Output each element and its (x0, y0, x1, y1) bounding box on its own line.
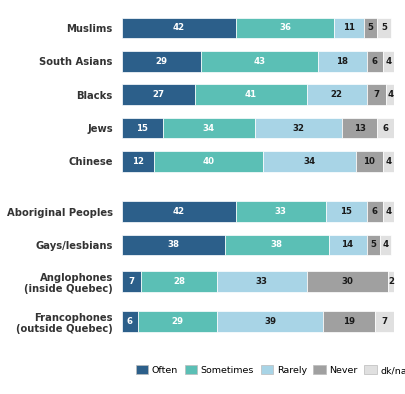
Text: 38: 38 (270, 240, 282, 249)
Text: 36: 36 (278, 23, 290, 32)
Text: 4: 4 (382, 240, 388, 249)
Text: 32: 32 (292, 124, 304, 132)
Bar (306, 271, 388, 292)
Bar (217, 271, 306, 292)
Text: 4: 4 (384, 157, 390, 166)
Bar (122, 18, 235, 38)
Text: 15: 15 (136, 124, 148, 132)
Text: 15: 15 (339, 207, 351, 216)
Bar (382, 51, 393, 72)
Bar (374, 311, 393, 332)
Bar (333, 18, 363, 38)
Bar (122, 51, 200, 72)
Bar (322, 311, 374, 332)
Bar (366, 234, 379, 255)
Text: 22: 22 (330, 90, 342, 99)
Text: 33: 33 (274, 207, 286, 216)
Bar (254, 118, 341, 138)
Bar (225, 234, 328, 255)
Text: 5: 5 (367, 23, 373, 32)
Bar (122, 118, 162, 138)
Text: 29: 29 (155, 57, 167, 66)
Bar (122, 151, 154, 172)
Bar (162, 118, 254, 138)
Text: 39: 39 (263, 317, 275, 326)
Bar (217, 311, 322, 332)
Text: 2: 2 (387, 277, 393, 286)
Text: 42: 42 (173, 207, 185, 216)
Bar (200, 51, 317, 72)
Text: 41: 41 (244, 90, 256, 99)
Text: 29: 29 (171, 317, 183, 326)
Bar (306, 84, 366, 105)
Bar (377, 18, 390, 38)
Text: 7: 7 (372, 90, 378, 99)
Bar (235, 18, 333, 38)
Bar (385, 84, 396, 105)
Bar (382, 201, 393, 222)
Text: 30: 30 (341, 277, 353, 286)
Bar (195, 84, 306, 105)
Text: 10: 10 (362, 157, 374, 166)
Bar (154, 151, 262, 172)
Text: 43: 43 (252, 57, 264, 66)
Bar (138, 311, 217, 332)
Bar (366, 84, 385, 105)
Text: 34: 34 (202, 124, 214, 132)
Bar (235, 201, 325, 222)
Bar (122, 271, 141, 292)
Text: 18: 18 (335, 57, 347, 66)
Bar (262, 151, 355, 172)
Bar (122, 234, 225, 255)
Bar (317, 51, 366, 72)
Bar (122, 84, 195, 105)
Bar (388, 271, 393, 292)
Bar (141, 271, 217, 292)
Text: 28: 28 (173, 277, 184, 286)
Text: 6: 6 (371, 57, 377, 66)
Text: 5: 5 (370, 240, 375, 249)
Bar (366, 51, 382, 72)
Text: 7: 7 (128, 277, 134, 286)
Text: 38: 38 (167, 240, 179, 249)
Legend: Often, Sometimes, Rarely, Never, dk/na: Often, Sometimes, Rarely, Never, dk/na (132, 362, 405, 379)
Text: 4: 4 (387, 90, 393, 99)
Bar (122, 201, 235, 222)
Text: 6: 6 (371, 207, 377, 216)
Text: 12: 12 (132, 157, 144, 166)
Text: 4: 4 (384, 57, 390, 66)
Text: 11: 11 (342, 23, 354, 32)
Text: 33: 33 (255, 277, 267, 286)
Text: 4: 4 (384, 207, 390, 216)
Text: 6: 6 (382, 124, 388, 132)
Text: 34: 34 (303, 157, 315, 166)
Text: 5: 5 (380, 23, 386, 32)
Text: 14: 14 (341, 240, 353, 249)
Bar (382, 151, 393, 172)
Bar (355, 151, 382, 172)
Text: 6: 6 (127, 317, 132, 326)
Bar (325, 201, 366, 222)
Bar (341, 118, 377, 138)
Bar (377, 118, 393, 138)
Text: 40: 40 (202, 157, 214, 166)
Bar (122, 311, 138, 332)
Bar (363, 18, 377, 38)
Text: 7: 7 (380, 317, 386, 326)
Bar (328, 234, 366, 255)
Text: 27: 27 (152, 90, 164, 99)
Text: 19: 19 (342, 317, 354, 326)
Text: 42: 42 (173, 23, 185, 32)
Bar (379, 234, 390, 255)
Text: 13: 13 (353, 124, 365, 132)
Bar (366, 201, 382, 222)
